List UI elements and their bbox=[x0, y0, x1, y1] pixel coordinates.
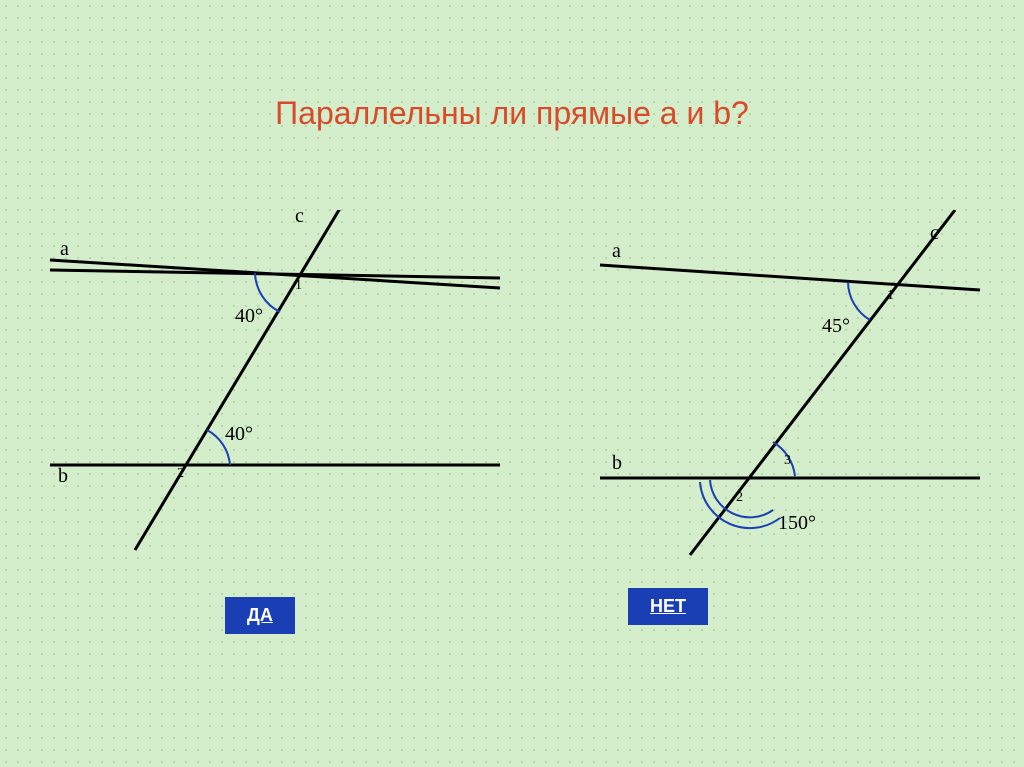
label-b-2: b bbox=[612, 452, 622, 475]
angle-val-2-r: 150° bbox=[778, 512, 816, 535]
angle-num-3-r: 3 bbox=[784, 453, 791, 469]
angle-val-1: 40° bbox=[235, 305, 263, 328]
angle-num-1-r: 1 bbox=[887, 288, 894, 304]
page-title: Параллельны ли прямые a и b? bbox=[0, 95, 1024, 132]
diagram-right-svg bbox=[560, 210, 990, 590]
angle-val-1-r: 45° bbox=[822, 315, 850, 338]
label-c: c bbox=[295, 205, 304, 228]
diagram-left-svg bbox=[40, 210, 520, 590]
answer-button-no[interactable]: НЕТ bbox=[628, 588, 708, 625]
diagram-left: a b c 1 40° 2 40° bbox=[40, 210, 520, 590]
label-b: b bbox=[58, 465, 68, 488]
label-c-2: c bbox=[930, 222, 939, 245]
label-a: a bbox=[60, 238, 69, 261]
label-a-2: a bbox=[612, 240, 621, 263]
diagram-right: a b c 1 45° 3 2 150° bbox=[560, 210, 990, 590]
angle-num-1: 1 bbox=[295, 278, 302, 294]
angle-num-2: 2 bbox=[177, 466, 184, 482]
angle-num-2-r: 2 bbox=[736, 490, 743, 506]
answer-button-yes[interactable]: ДА bbox=[225, 597, 295, 634]
angle-val-2: 40° bbox=[225, 423, 253, 446]
